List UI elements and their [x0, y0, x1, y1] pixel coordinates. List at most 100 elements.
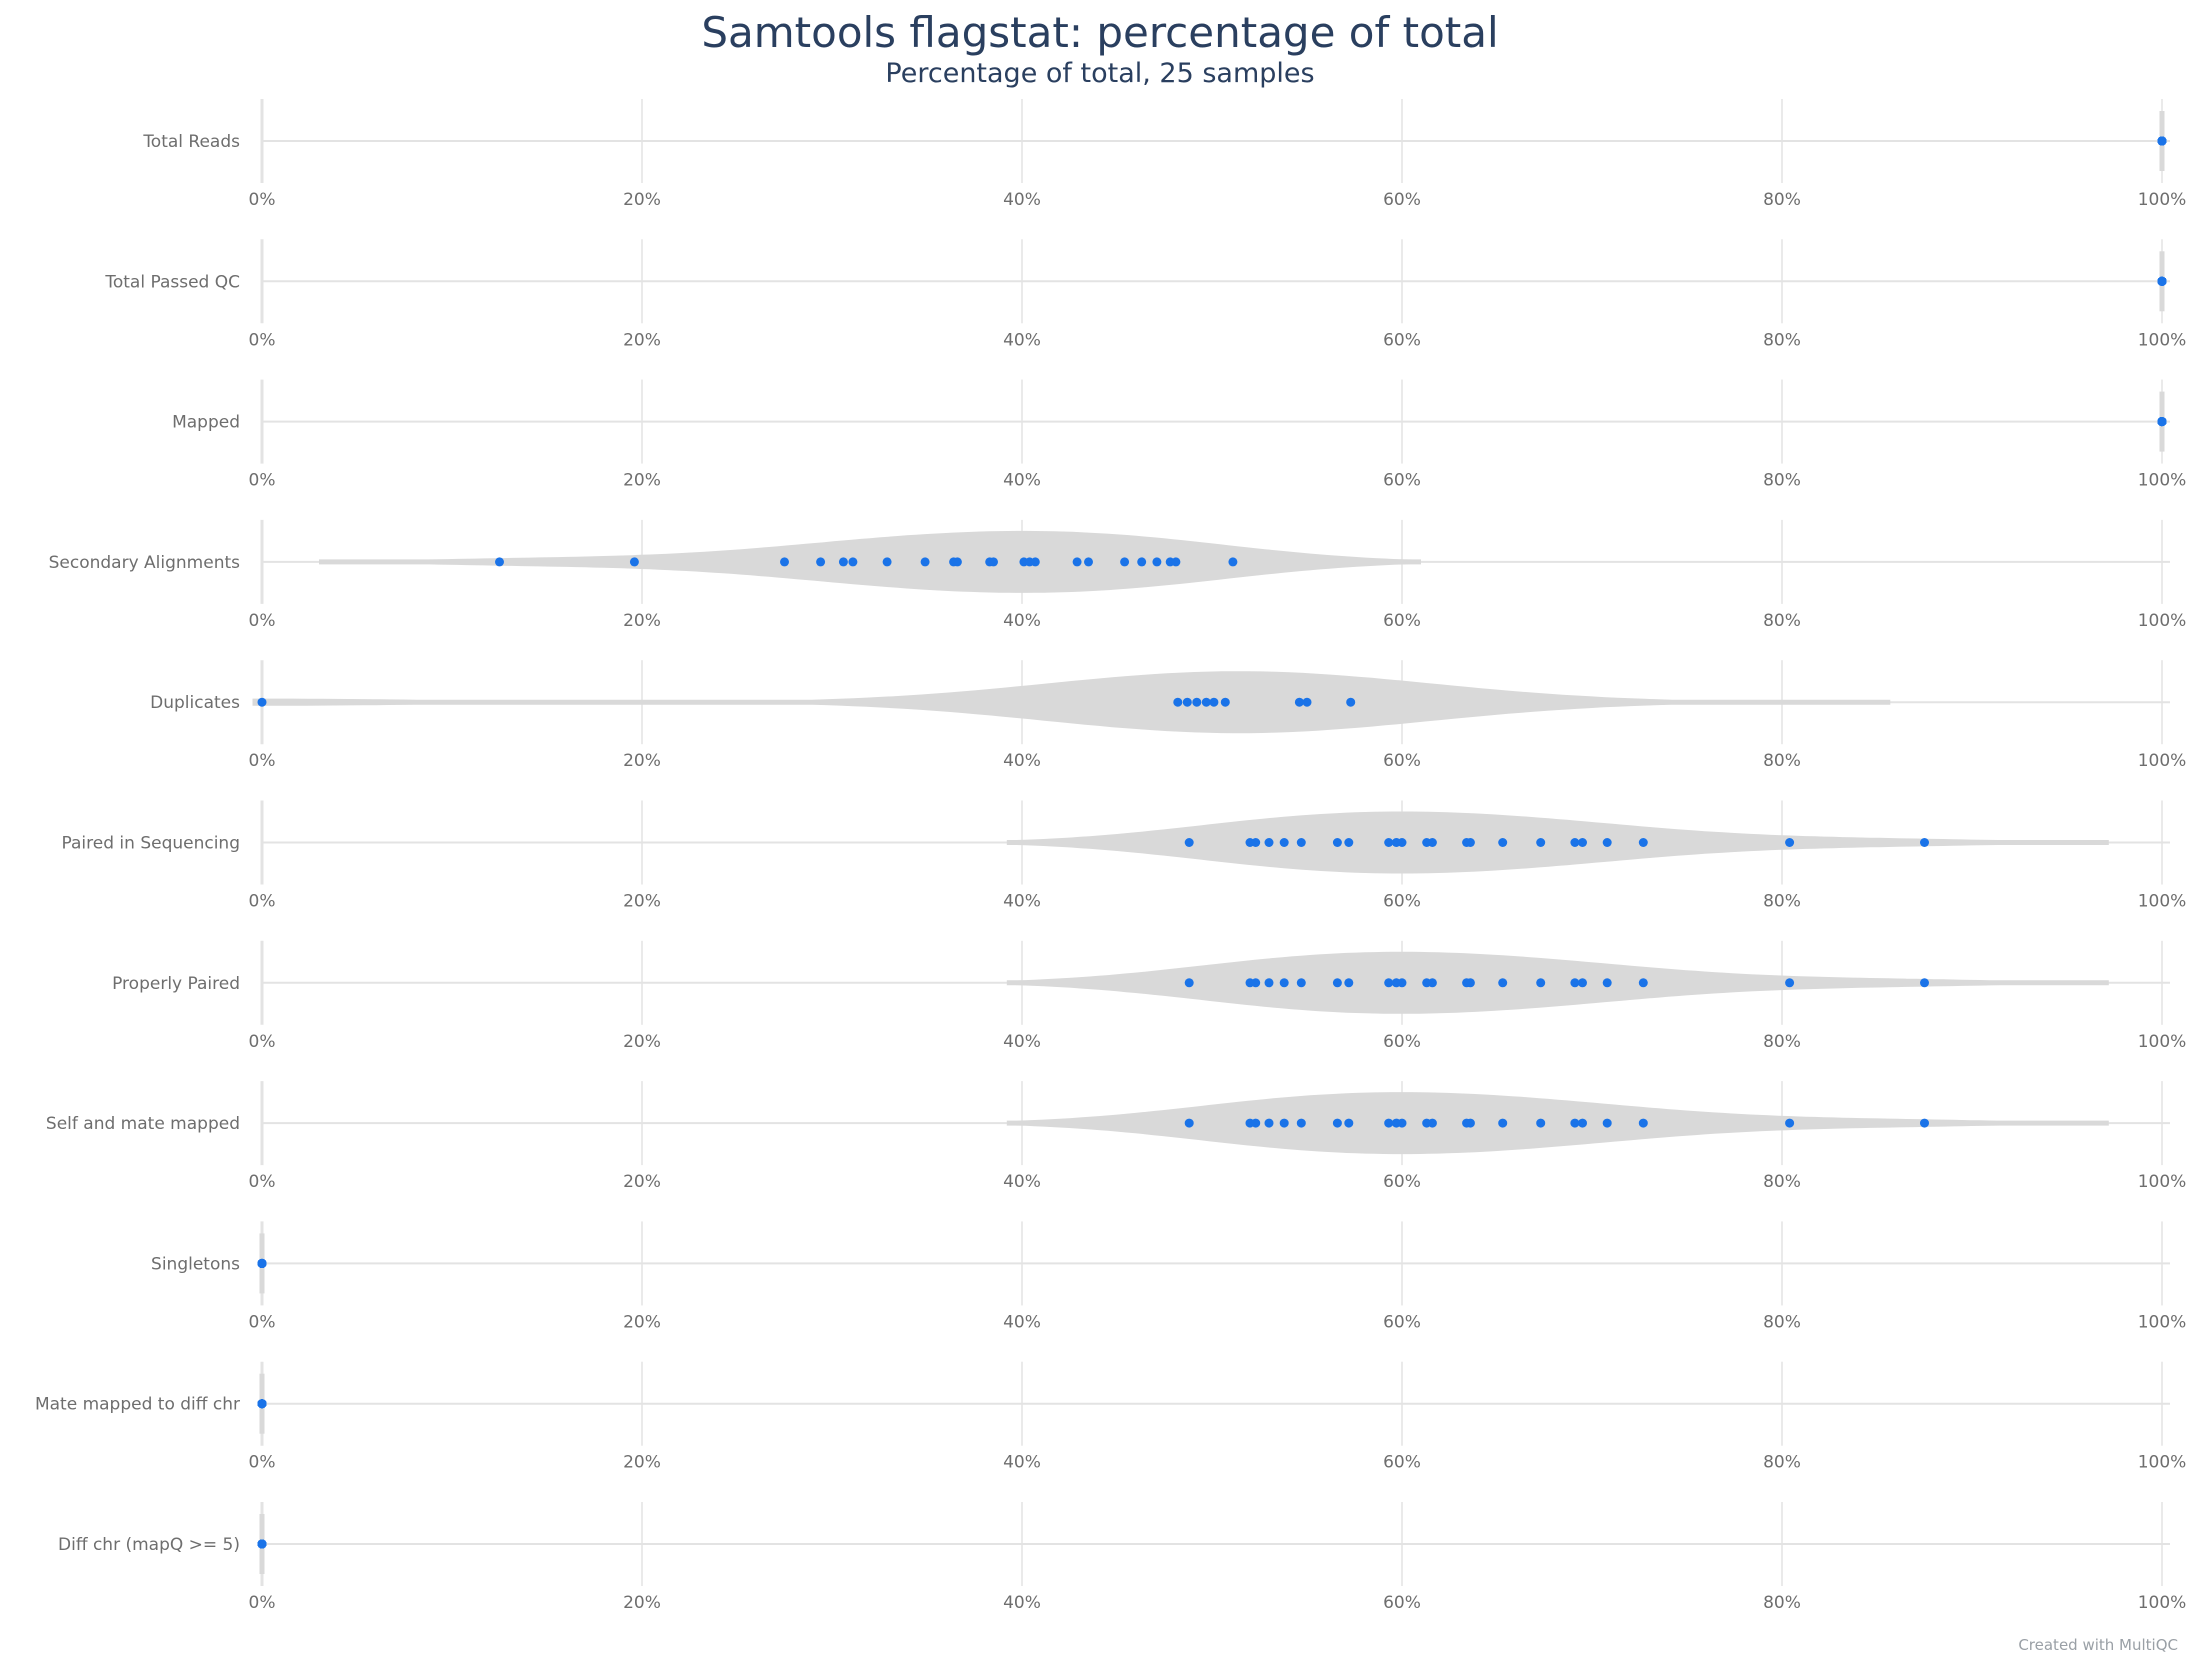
data-point — [1251, 838, 1261, 847]
x-tick-label: 20% — [623, 471, 661, 491]
x-tick-label: 100% — [2138, 892, 2187, 912]
violin-row: Duplicates 0% 20% 40% 60% 80% 100% — [150, 660, 2186, 771]
data-point — [257, 1539, 267, 1549]
category-label: Diff chr (mapQ >= 5) — [58, 1535, 240, 1555]
data-point — [1184, 978, 1194, 988]
data-point — [1264, 838, 1274, 847]
violin-row: Paired in Sequencing 0% 20% 40% 60% 80% 100% — [62, 800, 2187, 912]
data-point — [1251, 978, 1261, 988]
data-point — [1296, 838, 1306, 847]
data-point — [1152, 557, 1162, 567]
data-point — [2157, 136, 2167, 146]
data-point — [1427, 838, 1437, 847]
violin-row: Diff chr (mapQ >= 5) 0% 20% 40% 60% 80% 100% — [58, 1502, 2186, 1613]
data-point — [1785, 978, 1795, 988]
data-point — [257, 1399, 267, 1409]
x-tick-label: 80% — [1763, 1453, 1801, 1473]
violin-shape — [319, 530, 1421, 593]
data-point — [1209, 697, 1219, 707]
data-point — [1498, 978, 1508, 988]
x-tick-label: 40% — [1003, 892, 1041, 912]
x-tick-label: 0% — [249, 330, 276, 350]
data-point — [1536, 838, 1546, 847]
x-tick-label: 20% — [623, 190, 661, 210]
data-point — [1578, 838, 1587, 847]
x-tick-label: 80% — [1763, 1172, 1801, 1192]
data-point — [780, 557, 789, 567]
x-tick-label: 40% — [1003, 1032, 1041, 1052]
x-tick-label: 20% — [623, 892, 661, 912]
x-tick-label: 60% — [1383, 1453, 1421, 1473]
x-tick-label: 0% — [249, 892, 276, 912]
x-tick-label: 0% — [249, 471, 276, 491]
data-point — [882, 557, 892, 567]
category-label: Duplicates — [150, 693, 240, 713]
data-point — [1296, 978, 1306, 988]
x-tick-label: 100% — [2138, 611, 2187, 631]
x-tick-label: 40% — [1003, 1593, 1041, 1613]
data-point — [1638, 838, 1648, 847]
data-point — [1184, 1118, 1194, 1128]
x-tick-label: 60% — [1383, 892, 1421, 912]
category-label: Properly Paired — [112, 974, 240, 994]
x-tick-label: 20% — [623, 1312, 661, 1332]
data-point — [1346, 697, 1356, 707]
data-point — [1030, 557, 1040, 567]
data-point — [1344, 1118, 1354, 1128]
data-point — [1220, 697, 1230, 707]
x-tick-label: 100% — [2138, 751, 2187, 771]
data-point — [1570, 838, 1580, 847]
x-tick-label: 20% — [623, 1593, 661, 1613]
data-point — [1578, 978, 1587, 988]
data-point — [1465, 978, 1475, 988]
violin-row: Singletons 0% 20% 40% 60% 80% 100% — [151, 1221, 2186, 1332]
x-tick-label: 0% — [249, 1172, 276, 1192]
x-tick-label: 20% — [623, 330, 661, 350]
data-point — [1465, 1118, 1475, 1128]
data-point — [1397, 838, 1407, 847]
data-point — [1173, 697, 1183, 707]
data-point — [1344, 978, 1354, 988]
data-point — [1279, 1118, 1289, 1128]
data-point — [1072, 557, 1082, 567]
data-point — [1264, 978, 1274, 988]
x-tick-label: 40% — [1003, 751, 1041, 771]
x-tick-label: 80% — [1763, 471, 1801, 491]
data-point — [952, 557, 962, 567]
x-tick-label: 60% — [1383, 751, 1421, 771]
data-point — [1084, 557, 1093, 567]
x-tick-label: 80% — [1763, 1312, 1801, 1332]
x-tick-label: 60% — [1383, 190, 1421, 210]
x-tick-label: 80% — [1763, 611, 1801, 631]
data-point — [838, 557, 848, 567]
data-point — [1279, 838, 1289, 847]
data-point — [1332, 838, 1342, 847]
x-tick-label: 80% — [1763, 330, 1801, 350]
data-point — [920, 557, 930, 567]
violin-row: Secondary Alignments 0% 20% 40% 60% 80% 100% — [49, 519, 2187, 631]
data-point — [1184, 838, 1194, 847]
violin-shape — [252, 671, 1891, 734]
category-label: Singletons — [151, 1254, 240, 1274]
data-point — [1785, 838, 1795, 847]
data-point — [1397, 1118, 1407, 1128]
chart-title: Samtools flagstat: percentage of total — [701, 8, 1499, 57]
x-tick-label: 80% — [1763, 190, 1801, 210]
x-tick-label: 0% — [249, 1453, 276, 1473]
data-point — [816, 557, 826, 567]
data-point — [1279, 978, 1289, 988]
data-point — [1920, 1118, 1929, 1128]
data-point — [1498, 838, 1508, 847]
x-tick-label: 0% — [249, 751, 276, 771]
violin-row: Self and mate mapped 0% 20% 40% 60% 80% 100% — [46, 1081, 2186, 1192]
category-label: Total Reads — [142, 132, 240, 152]
data-point — [1384, 1118, 1394, 1128]
x-tick-label: 40% — [1003, 611, 1041, 631]
x-tick-label: 20% — [623, 751, 661, 771]
x-tick-label: 100% — [2138, 1593, 2187, 1613]
data-point — [1638, 978, 1648, 988]
x-tick-label: 40% — [1003, 1453, 1041, 1473]
x-tick-label: 0% — [249, 1312, 276, 1332]
data-point — [2157, 417, 2167, 427]
